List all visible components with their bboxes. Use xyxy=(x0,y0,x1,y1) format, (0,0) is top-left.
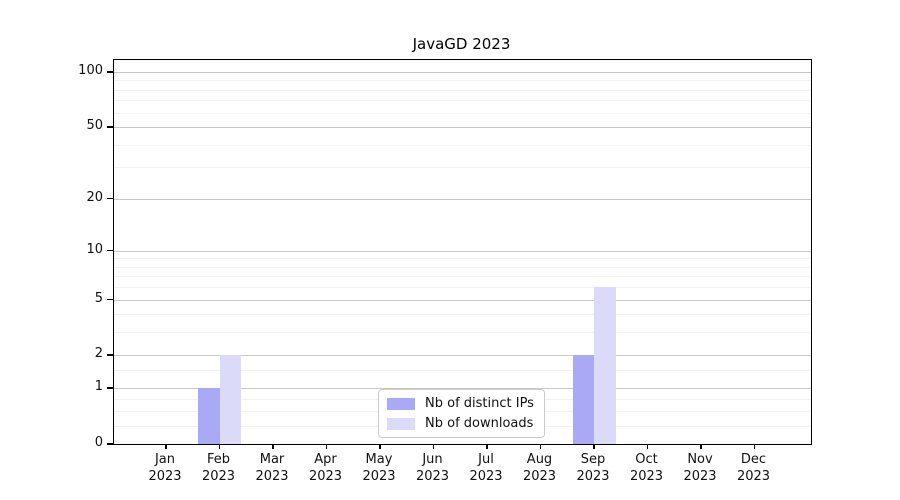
gridline-major xyxy=(114,388,811,390)
x-tick-label: Feb 2023 xyxy=(201,452,236,484)
gridline-minor xyxy=(114,370,811,372)
gridline-minor xyxy=(114,314,811,316)
y-tick-label: 50 xyxy=(86,118,103,134)
gridline-major xyxy=(114,299,811,301)
legend: Nb of distinct IPs Nb of downloads xyxy=(378,389,545,438)
x-tick-label: May 2023 xyxy=(362,452,396,484)
gridline-minor xyxy=(114,89,811,91)
y-tick-label: 20 xyxy=(86,189,103,205)
x-tick-label: Sep 2023 xyxy=(576,452,610,484)
legend-entry-distinct-ips: Nb of distinct IPs xyxy=(387,396,536,411)
y-tick-mark xyxy=(107,126,113,128)
gridline-minor xyxy=(114,276,811,278)
bar-distinct-ips-feb xyxy=(198,388,220,444)
bar-distinct-ips-sep xyxy=(572,355,594,444)
gridline-major xyxy=(114,127,811,129)
gridline-minor xyxy=(114,100,811,102)
y-tick-label: 10 xyxy=(86,241,103,257)
gridline-minor xyxy=(114,287,811,289)
y-tick-mark xyxy=(107,197,113,200)
x-tick-label: Jul 2023 xyxy=(469,452,503,484)
gridline-minor xyxy=(114,144,811,146)
x-tick-label: Jun 2023 xyxy=(415,452,450,484)
x-tick-label: Aug 2023 xyxy=(522,452,557,484)
gridline-major xyxy=(114,198,811,200)
y-tick-label: 0 xyxy=(94,435,103,450)
gridline-major xyxy=(114,355,811,357)
y-tick-mark xyxy=(107,387,113,389)
legend-entry-downloads: Nb of downloads xyxy=(387,416,536,431)
y-tick-label: 2 xyxy=(94,346,103,362)
gridline-minor xyxy=(114,80,811,82)
x-tick-label: Jan 2023 xyxy=(148,452,182,484)
bar-downloads-feb xyxy=(219,355,241,444)
gridline-minor xyxy=(114,258,811,260)
y-tick-mark xyxy=(107,354,113,356)
gridline-major xyxy=(114,250,811,252)
y-tick-mark xyxy=(107,443,113,445)
x-tick-label: Nov 2023 xyxy=(683,452,717,484)
x-tick-label: Mar 2023 xyxy=(255,452,289,484)
y-tick-label: 5 xyxy=(94,290,103,306)
plot-area xyxy=(113,59,812,445)
x-tick-mark xyxy=(539,444,541,449)
y-tick-mark xyxy=(107,249,113,252)
x-tick-mark xyxy=(218,444,220,449)
bar-downloads-sep xyxy=(594,287,616,444)
x-tick-label: Dec 2023 xyxy=(736,452,771,484)
legend-label-downloads: Nb of downloads xyxy=(425,416,534,431)
gridline-minor xyxy=(114,112,811,114)
x-tick-mark xyxy=(753,444,755,449)
x-tick-mark xyxy=(700,444,702,449)
x-tick-mark xyxy=(486,444,488,449)
x-tick-mark xyxy=(432,444,434,449)
chart-title: JavaGD 2023 xyxy=(412,35,511,53)
gridline-major xyxy=(114,72,811,73)
y-tick-mark xyxy=(107,71,113,73)
x-tick-mark xyxy=(379,444,381,449)
x-tick-label: Apr 2023 xyxy=(308,452,343,484)
gridline-minor xyxy=(114,332,811,334)
y-tick-mark xyxy=(107,298,113,301)
y-tick-label: 100 xyxy=(78,63,103,78)
x-tick-mark xyxy=(272,444,274,449)
gridline-minor xyxy=(114,266,811,268)
x-tick-mark xyxy=(646,444,648,449)
y-tick-label: 1 xyxy=(94,379,103,395)
x-tick-mark xyxy=(593,444,595,449)
legend-swatch-downloads xyxy=(387,417,415,430)
legend-swatch-distinct-ips xyxy=(387,397,415,410)
x-tick-label: Oct 2023 xyxy=(629,452,664,484)
gridline-minor xyxy=(114,167,811,169)
x-tick-mark xyxy=(165,444,167,449)
x-tick-mark xyxy=(325,444,327,449)
legend-label-distinct-ips: Nb of distinct IPs xyxy=(425,396,534,411)
